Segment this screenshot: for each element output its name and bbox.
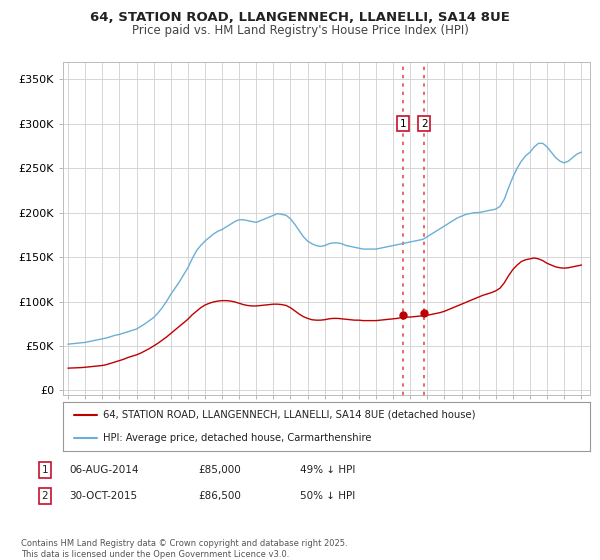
Text: HPI: Average price, detached house, Carmarthenshire: HPI: Average price, detached house, Carm… — [103, 433, 371, 444]
Text: 50% ↓ HPI: 50% ↓ HPI — [300, 491, 355, 501]
Text: £86,500: £86,500 — [198, 491, 241, 501]
Text: 1: 1 — [41, 465, 49, 475]
Text: 64, STATION ROAD, LLANGENNECH, LLANELLI, SA14 8UE: 64, STATION ROAD, LLANGENNECH, LLANELLI,… — [90, 11, 510, 24]
Text: Contains HM Land Registry data © Crown copyright and database right 2025.
This d: Contains HM Land Registry data © Crown c… — [21, 539, 347, 559]
Text: Price paid vs. HM Land Registry's House Price Index (HPI): Price paid vs. HM Land Registry's House … — [131, 24, 469, 37]
Text: 64, STATION ROAD, LLANGENNECH, LLANELLI, SA14 8UE (detached house): 64, STATION ROAD, LLANGENNECH, LLANELLI,… — [103, 410, 475, 420]
Text: 2: 2 — [41, 491, 49, 501]
Text: 06-AUG-2014: 06-AUG-2014 — [69, 465, 139, 475]
Text: 2: 2 — [421, 119, 428, 129]
Text: 30-OCT-2015: 30-OCT-2015 — [69, 491, 137, 501]
Text: 49% ↓ HPI: 49% ↓ HPI — [300, 465, 355, 475]
Text: 1: 1 — [400, 119, 407, 129]
Text: £85,000: £85,000 — [198, 465, 241, 475]
